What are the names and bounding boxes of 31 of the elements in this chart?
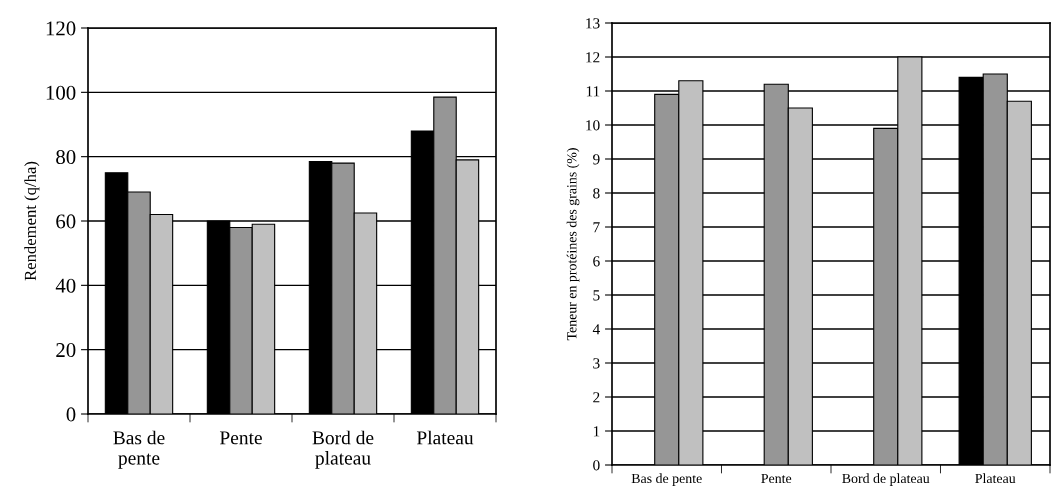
y-tick-label: 120 xyxy=(46,21,76,36)
y-tick-label: 8 xyxy=(593,188,600,199)
y-tick-label: 60 xyxy=(56,214,76,229)
y-tick-label: 7 xyxy=(593,222,600,233)
y-tick-label: 0 xyxy=(593,460,600,471)
x-tick-label: Pente xyxy=(219,431,262,445)
x-tick-label: Bas de pente xyxy=(631,473,702,486)
y-tick-label: 20 xyxy=(56,343,76,358)
x-tick-label: Pente xyxy=(761,473,792,484)
y-tick-label: 0 xyxy=(66,407,76,422)
y-tick-label: 13 xyxy=(586,18,600,29)
x-tick-label: Plateau xyxy=(975,473,1016,484)
y-tick-label: 5 xyxy=(593,290,600,301)
y-tick-label: 100 xyxy=(46,85,76,100)
x-tick-label: Bas de pente xyxy=(113,430,165,469)
y-axis-title: Teneur en protéines des grains (%) xyxy=(566,148,580,341)
y-tick-label: 11 xyxy=(586,86,600,97)
x-tick-label: Plateau xyxy=(416,430,474,445)
y-tick-label: 9 xyxy=(593,154,600,165)
y-tick-label: 3 xyxy=(593,358,600,369)
y-axis-title: Rendement (q/ha) xyxy=(24,161,40,281)
y-tick-label: 2 xyxy=(593,392,600,403)
y-tick-label: 12 xyxy=(586,52,600,63)
y-tick-label: 10 xyxy=(586,120,600,131)
x-tick-label: Bord de plateau xyxy=(312,430,374,469)
y-tick-label: 6 xyxy=(593,256,600,267)
y-tick-label: 80 xyxy=(56,150,76,165)
y-tick-label: 4 xyxy=(592,324,600,335)
x-tick-label: Bord de plateau xyxy=(842,473,930,486)
y-tick-label: 40 xyxy=(55,278,76,293)
y-tick-label: 1 xyxy=(593,426,600,437)
